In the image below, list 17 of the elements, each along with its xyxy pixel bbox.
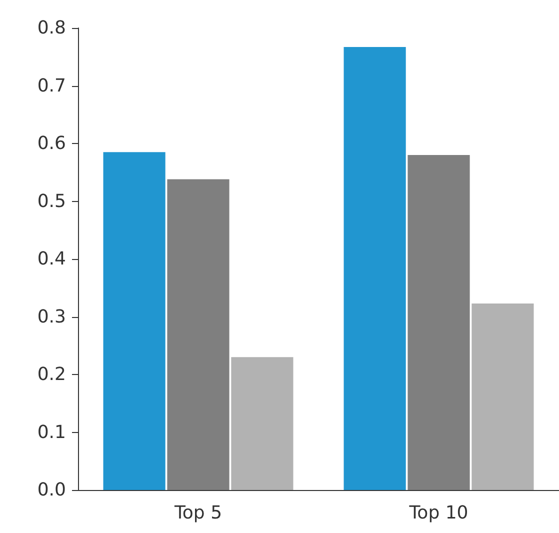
y-tick-label: 0.0 xyxy=(37,480,66,500)
bar xyxy=(408,155,470,490)
y-tick-label: 0.1 xyxy=(37,422,66,443)
bar xyxy=(231,357,294,490)
bar xyxy=(472,303,534,490)
y-tick-label: 0.2 xyxy=(37,364,66,385)
y-tick-label: 0.4 xyxy=(37,248,66,270)
bar xyxy=(103,152,166,490)
bar xyxy=(344,47,406,490)
bar xyxy=(167,179,230,490)
y-tick-label: 0.5 xyxy=(37,190,66,212)
y-tick-label: 0.6 xyxy=(37,133,66,154)
x-tick-label: Top 10 xyxy=(408,502,468,524)
y-tick-label: 0.8 xyxy=(37,18,66,38)
y-tick-label: 0.7 xyxy=(37,75,66,96)
x-tick-label: Top 5 xyxy=(173,502,222,524)
y-tick-label: 0.3 xyxy=(37,306,66,328)
